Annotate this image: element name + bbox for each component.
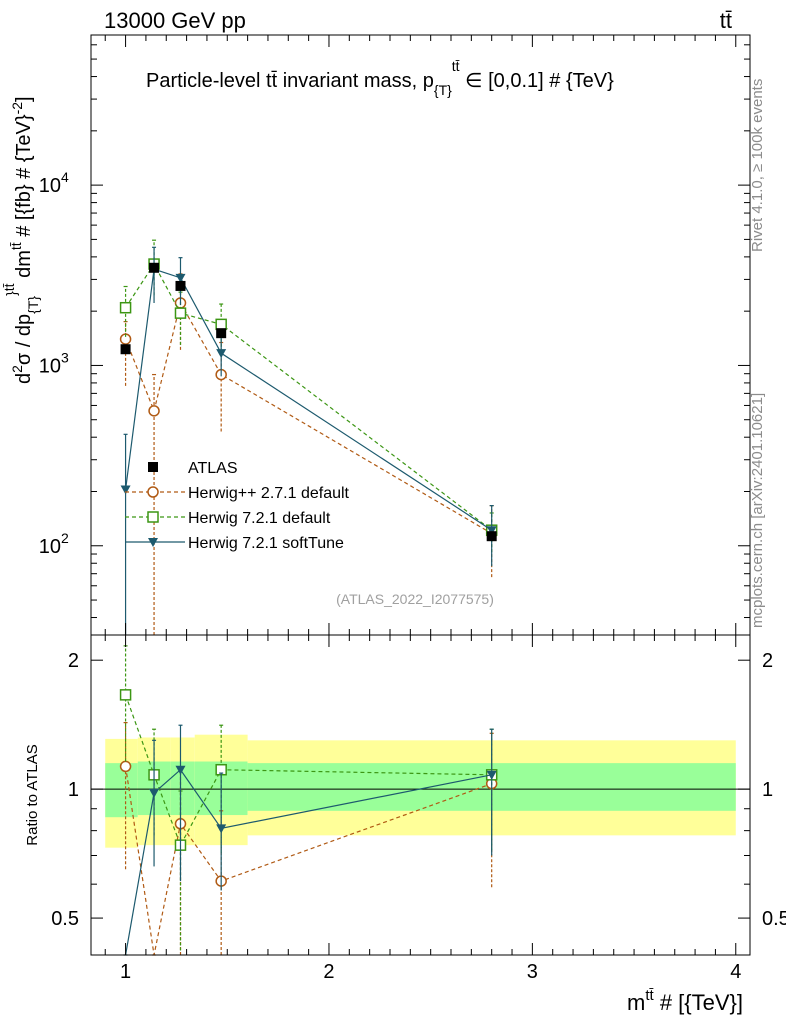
ratio-tick-label-right: 0.5: [762, 908, 786, 930]
ratio-panel-axes: 0.5 0.5 1 1 2 2 1 2 3 4: [51, 635, 786, 983]
ratio-tick-label-right: 2: [762, 650, 773, 672]
y-tick-exponent: 4: [61, 169, 69, 185]
chart-title-main: Particle-level tt̄ invariant mass, p: [146, 70, 434, 92]
ratio-data-point: [119, 760, 132, 773]
ratio-data-point: [216, 824, 227, 834]
main-data-point: [120, 344, 131, 355]
ratio-data-point: [119, 689, 132, 701]
main-data-point: [175, 280, 186, 291]
legend-label: ATLAS: [188, 460, 238, 477]
chart-title: Particle-level tt̄ invariant mass, p{T}t…: [146, 58, 614, 98]
y-tick-exponent: 3: [61, 349, 69, 365]
x-axis-label-tail: # [{TeV}]: [654, 990, 743, 1015]
ratio-tick-label-right: 1: [762, 779, 773, 801]
main-panel-series: [119, 239, 498, 635]
y-tick-exponent: 2: [61, 530, 69, 546]
x-tick-label: 4: [730, 961, 741, 983]
legend-label: Herwig 7.2.1 softTune: [188, 535, 344, 552]
main-data-point: [119, 301, 132, 314]
main-data-point: [175, 273, 186, 283]
ratio-tick-label: 1: [68, 779, 79, 801]
beam-label: 13000 GeV pp: [104, 8, 246, 33]
ratio-panel-series: [119, 645, 498, 956]
rivet-version-label: Rivet 4.1.0, ≥ 100k events: [749, 79, 766, 252]
main-series-line: [125, 301, 492, 534]
x-axis-label-superscript: tt̄: [645, 987, 654, 1004]
main-data-point: [174, 307, 187, 319]
main-data-point: [216, 349, 227, 359]
ratio-y-axis-label: Ratio to ATLAS: [24, 744, 41, 845]
legend-marker: [147, 486, 159, 498]
main-data-point: [148, 405, 160, 417]
ratio-data-point: [149, 788, 160, 798]
main-data-point: [216, 328, 227, 339]
y-tick-label: 10: [39, 355, 61, 377]
main-data-point: [149, 262, 160, 273]
ratio-data-point: [175, 765, 186, 775]
main-data-point: [486, 531, 497, 542]
legend-marker: [148, 538, 158, 547]
chart-title-superscript: tt̄: [452, 58, 460, 74]
ratio-tick-label: 2: [68, 650, 79, 672]
ratio-tick-label: 0.5: [51, 908, 79, 930]
legend-label: Herwig++ 2.7.1 default: [188, 485, 350, 502]
legend: ATLAS Herwig++ 2.7.1 default Herwig 7.2.1 …: [125, 460, 350, 552]
legend-label: Herwig 7.2.1 default: [188, 510, 331, 527]
ratio-data-point: [486, 770, 497, 780]
y-axis-label: d2σ / dp{T}}tt̄ dmtt̄ # [{fb} # {TeV}-2]: [1, 96, 41, 384]
mcplots-label: mcplots.cern.ch [arXiv:2401.10621]: [749, 393, 766, 628]
x-axis-label-main: m: [627, 990, 645, 1015]
process-label: tt̄: [720, 8, 732, 33]
ratio-panel-bands: [91, 734, 750, 848]
chart-title-subscript: {T}: [434, 82, 452, 98]
x-tick-label: 1: [120, 961, 131, 983]
x-axis-label: mtt̄ # [{TeV}]: [627, 987, 743, 1015]
y-tick-label: 10: [39, 175, 61, 197]
ratio-series-line: [125, 694, 492, 847]
main-data-point: [486, 526, 497, 536]
ratio-inner-band: [105, 763, 138, 818]
legend-marker: [148, 462, 158, 472]
legend-marker: [147, 511, 159, 523]
x-tick-label: 2: [323, 961, 334, 983]
ratio-panel-frame: [90, 634, 751, 956]
y-tick-label: 10: [39, 536, 61, 558]
analysis-id: (ATLAS_2022_I2077575): [336, 591, 494, 607]
main-data-point: [215, 318, 227, 331]
chart-title-tail: ∈ [0,0.1] # {TeV}: [460, 70, 615, 92]
x-tick-label: 3: [527, 961, 538, 983]
main-data-point: [120, 485, 131, 495]
